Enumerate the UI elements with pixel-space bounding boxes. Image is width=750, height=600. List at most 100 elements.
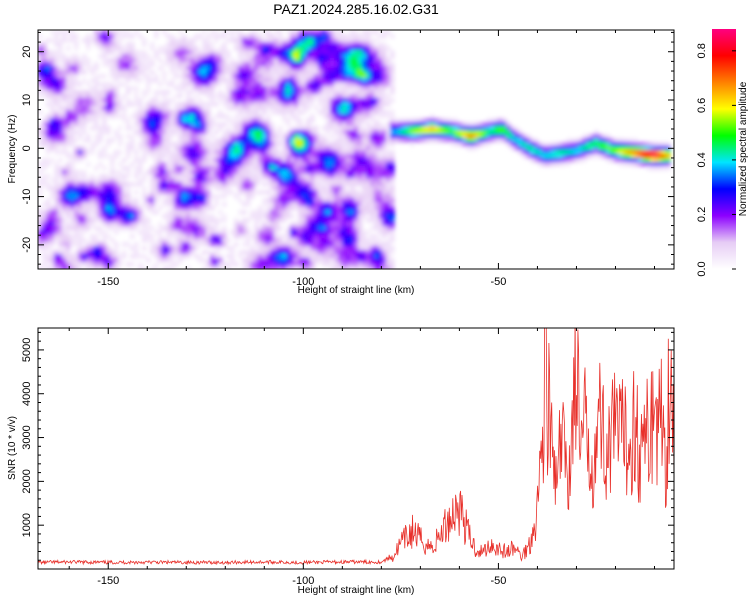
heatmap-cell <box>270 266 275 269</box>
heatmap-cell <box>50 126 55 131</box>
heatmap-cell <box>290 266 295 269</box>
heatmap-cell <box>154 254 159 259</box>
heatmap-cell <box>666 142 671 147</box>
heatmap-cell <box>354 230 359 235</box>
heatmap-cell <box>66 102 71 107</box>
heatmap-cell <box>270 150 275 155</box>
heatmap-cell <box>370 162 375 167</box>
heatmap-cell <box>86 162 91 167</box>
heatmap-cell <box>190 178 195 183</box>
heatmap-cell <box>370 146 375 151</box>
heatmap-cell <box>238 78 243 83</box>
heatmap-cell <box>138 118 143 123</box>
heatmap-cell <box>666 158 671 163</box>
heatmap-cell <box>274 90 279 95</box>
heatmap-cell <box>258 66 263 71</box>
heatmap-cell <box>162 186 167 191</box>
heatmap-cell <box>78 134 83 139</box>
heatmap-cell <box>342 206 347 211</box>
heatmap-cell <box>278 218 283 223</box>
heatmap-cell <box>298 214 303 219</box>
heatmap-cell <box>458 122 463 127</box>
heatmap-cell <box>302 38 307 43</box>
heatmap-cell <box>54 198 59 203</box>
heatmap-cell <box>66 46 71 51</box>
heatmap-cell <box>378 70 383 75</box>
heatmap-cell <box>134 166 139 171</box>
heatmap-cell <box>454 122 459 127</box>
heatmap-cell <box>262 234 267 239</box>
heatmap-cell <box>374 250 379 255</box>
heatmap-cell <box>626 162 631 167</box>
heatmap-cell <box>350 34 355 39</box>
heatmap-cell <box>282 198 287 203</box>
heatmap-cell <box>290 30 295 35</box>
heatmap-cell <box>42 58 47 63</box>
heatmap-cell <box>326 70 331 75</box>
heatmap-cell <box>162 126 167 131</box>
heatmap-cell <box>358 194 363 199</box>
heatmap-cell <box>314 222 319 227</box>
heatmap-cell <box>350 122 355 127</box>
heatmap-cell <box>150 206 155 211</box>
heatmap-cell <box>186 162 191 167</box>
heatmap-cell <box>298 222 303 227</box>
heatmap-cell <box>326 262 331 267</box>
heatmap-cell <box>378 194 383 199</box>
heatmap-cell <box>102 82 107 87</box>
heatmap-cell <box>106 126 111 131</box>
heatmap-cell <box>154 34 159 39</box>
heatmap-cell <box>70 218 75 223</box>
heatmap-cell <box>230 190 235 195</box>
heatmap-cell <box>334 54 339 59</box>
heatmap-cell <box>298 210 303 215</box>
heatmap-cell <box>386 246 391 251</box>
heatmap-cell <box>42 222 47 227</box>
heatmap-cell <box>314 130 319 135</box>
heatmap-cell <box>202 162 207 167</box>
heatmap-cell <box>226 82 231 87</box>
heatmap-cell <box>230 250 235 255</box>
heatmap-cell <box>310 34 315 39</box>
heatmap-cell <box>110 102 115 107</box>
heatmap-cell <box>246 254 251 259</box>
heatmap-cell <box>254 126 259 131</box>
heatmap-cell <box>238 230 243 235</box>
heatmap-cell <box>54 194 59 199</box>
heatmap-cell <box>110 226 115 231</box>
heatmap-cell <box>54 34 59 39</box>
heatmap-cell <box>98 46 103 51</box>
heatmap-cell <box>86 150 91 155</box>
heatmap-cell <box>346 146 351 151</box>
heatmap-cell <box>326 126 331 131</box>
heatmap-cell <box>378 138 383 143</box>
heatmap-cell <box>514 126 519 131</box>
heatmap-cell <box>266 98 271 103</box>
heatmap-cell <box>234 178 239 183</box>
heatmap-cell <box>110 90 115 95</box>
heatmap-cell <box>354 106 359 111</box>
heatmap-cell <box>138 182 143 187</box>
heatmap-cell <box>346 98 351 103</box>
heatmap-cell <box>186 206 191 211</box>
heatmap-cell <box>358 218 363 223</box>
heatmap-cell <box>234 170 239 175</box>
heatmap-cell <box>394 130 399 135</box>
heatmap-cell <box>342 94 347 99</box>
heatmap-cell <box>382 222 387 227</box>
heatmap-cell <box>46 102 51 107</box>
heatmap-cell <box>138 218 143 223</box>
heatmap-cell <box>246 38 251 43</box>
heatmap-cell <box>186 238 191 243</box>
heatmap-cell <box>274 266 279 269</box>
heatmap-cell <box>330 242 335 247</box>
heatmap-cell <box>390 118 395 123</box>
heatmap-cell <box>238 30 243 35</box>
heatmap-cell <box>350 118 355 123</box>
heatmap-cell <box>186 82 191 87</box>
heatmap-cell <box>302 130 307 135</box>
heatmap-cell <box>298 158 303 163</box>
heatmap-cell <box>642 158 647 163</box>
heatmap-cell <box>306 206 311 211</box>
heatmap-cell <box>178 118 183 123</box>
